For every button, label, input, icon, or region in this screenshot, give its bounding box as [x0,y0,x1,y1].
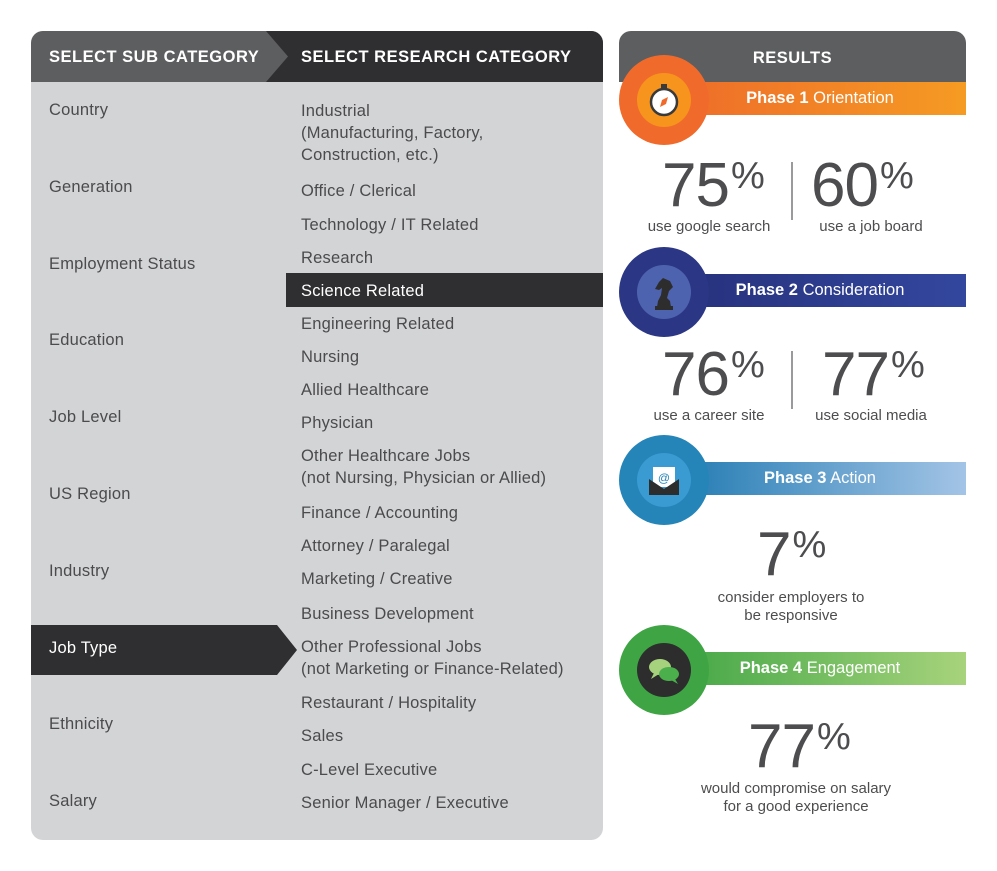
research-category-industrial[interactable]: Industrial (Manufacturing, Factory, Cons… [301,102,484,164]
selected-sub-category-arrow [277,625,297,675]
phase-4-number: Phase 4 [739,659,803,677]
sub-category-us-region[interactable]: US Region [49,485,131,503]
phase-1-stat-1-value: 75% [662,151,765,220]
selected-sub-category-highlight [31,625,277,675]
chess-knight-icon [655,278,673,310]
research-category-technology[interactable]: Technology / IT Related [301,216,479,234]
sub-category-generation[interactable]: Generation [49,178,133,196]
phase-2-stat-1-value: 76% [662,340,765,409]
phase-4-badge [619,625,709,715]
research-category-other-healthcare[interactable]: Other Healthcare Jobs (not Nursing, Phys… [301,447,547,487]
research-category-business-development[interactable]: Business Development [301,605,474,623]
sub-category-employment-status[interactable]: Employment Status [49,255,196,273]
research-category-heading: SELECT RESEARCH CATEGORY [301,48,572,66]
research-category-office-clerical[interactable]: Office / Clerical [301,182,416,200]
sub-category-ethnicity[interactable]: Ethnicity [49,715,114,733]
sub-category-industry[interactable]: Industry [49,562,110,580]
phase-1-stat-2-value: 60% [811,151,914,220]
phase-2-divider [791,351,793,409]
research-category-allied-healthcare[interactable]: Allied Healthcare [301,381,430,399]
research-category-other-professional[interactable]: Other Professional Jobs (not Marketing o… [301,638,564,678]
research-header-bg [266,31,603,82]
phase-1-stat-1-caption: use google search [647,218,771,235]
research-category-sales[interactable]: Sales [301,727,344,745]
sub-category-country[interactable]: Country [49,101,109,119]
phase-1-number: Phase 1 [746,89,809,107]
research-category-science-related[interactable]: Science Related [301,282,425,300]
research-category-restaurant[interactable]: Restaurant / Hospitality [301,694,477,712]
sub-category-job-level[interactable]: Job Level [49,408,122,426]
phase-2-bar: Phase 2 Consideration [664,274,966,307]
phase-1-name: Orientation [813,89,894,107]
phase-4-stat-caption: would compromise on salary for a good ex… [700,780,892,815]
email-icon: @ [649,467,679,495]
phase-2-stat-2-value: 77% [822,340,925,409]
compass-icon [649,84,679,117]
phase-3-bar: Phase 3 Action [664,462,966,495]
phase-1-bar: Phase 1 Orientation [664,82,966,115]
phase-3-number: Phase 3 [764,469,827,487]
research-category-attorney[interactable]: Attorney / Paralegal [301,537,450,555]
research-category-finance[interactable]: Finance / Accounting [301,504,459,522]
svg-text:@: @ [658,471,670,485]
phase-1-divider [791,162,793,220]
phase-2-stat-2-caption: use social media [815,407,927,424]
selected-research-category-highlight [286,273,603,307]
phase-4-bar: Phase 4 Engagement [664,652,966,685]
sub-category-salary[interactable]: Salary [49,792,97,810]
research-category-research[interactable]: Research [301,249,374,267]
phase-2-number: Phase 2 [735,281,798,299]
phase-1-badge [619,55,709,145]
research-category-marketing[interactable]: Marketing / Creative [301,570,453,588]
research-category-nursing[interactable]: Nursing [301,348,360,366]
research-category-c-level[interactable]: C-Level Executive [301,761,438,779]
research-category-physician[interactable]: Physician [301,414,374,432]
phase-2-name: Consideration [802,281,905,299]
chat-bubbles-icon [649,659,679,684]
phase-3-stat-caption: consider employers to be responsive [717,589,865,624]
header-arrow [266,31,288,82]
phase-1-stat-2-caption: use a job board [819,218,923,235]
sub-category-heading: SELECT SUB CATEGORY [49,48,260,66]
sub-category-job-type[interactable]: Job Type [49,639,118,657]
phase-3-stat-value: 7% [757,520,826,589]
phase-2-badge [619,247,709,337]
phase-3-badge: @ [619,435,709,525]
research-category-engineering[interactable]: Engineering Related [301,315,455,333]
research-category-senior-manager[interactable]: Senior Manager / Executive [301,794,509,812]
phase-3-name: Action [830,469,876,487]
sub-category-education[interactable]: Education [49,331,125,349]
phase-4-name: Engagement [806,659,901,677]
category-selector-panel: SELECT SUB CATEGORY SELECT RESEARCH CATE… [31,31,603,840]
phase-4-stat-value: 77% [748,712,851,781]
phase-2-stat-1-caption: use a career site [653,407,765,424]
